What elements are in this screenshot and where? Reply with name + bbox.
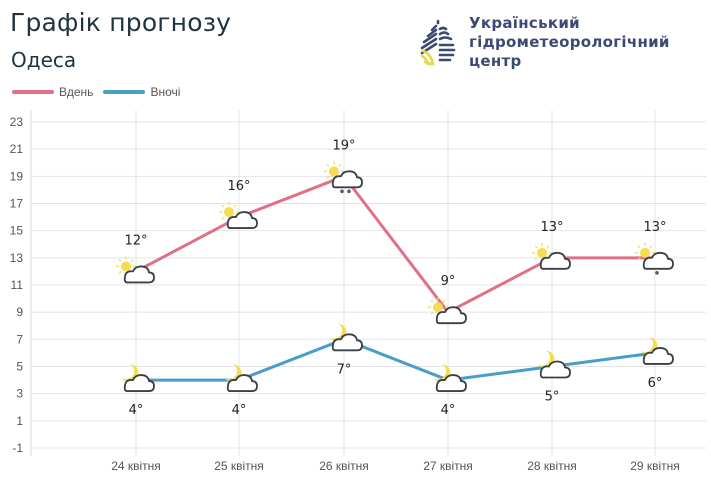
weather-icons (115, 160, 674, 392)
y-tick-label: 7 (16, 332, 23, 346)
logo-line-1: Український (469, 14, 580, 32)
x-tick-label: 24 квітня (111, 459, 161, 473)
night-swatch (103, 90, 146, 94)
x-tick-label: 28 квітня (527, 459, 577, 473)
value-labels: 12° 16° 19° 9° 13° 13° 4° 4° 7° 4° 5° 6° (124, 138, 666, 418)
night-temp-label: 4° (129, 403, 144, 418)
day-swatch (12, 90, 54, 94)
partly-cloudy-day-rain-icon (323, 160, 363, 194)
drop-logo-icon (420, 19, 456, 65)
partly-cloudy-night-icon (641, 336, 674, 365)
night-temp-label: 5° (545, 390, 560, 405)
x-tick-label: 25 квітня (214, 459, 264, 473)
day-temp-label: 13° (643, 220, 666, 235)
page-title: Графік прогнозу (10, 8, 232, 37)
y-tick-label: -1 (12, 441, 23, 455)
partly-cloudy-night-icon (122, 364, 155, 392)
x-tick-label: 27 квітня (423, 459, 473, 473)
y-tick-label: 3 (16, 387, 23, 401)
night-temp-label: 6° (648, 376, 663, 391)
partly-cloudy-day-light-rain-icon (634, 242, 674, 275)
partly-cloudy-night-icon (330, 323, 363, 352)
y-tick-label: 1 (16, 414, 23, 428)
logo-line-3: центр (469, 52, 522, 70)
y-tick-label: 5 (16, 360, 23, 374)
logo-text: Український гідрометеорологічний центр (469, 14, 670, 71)
y-tick-label: 17 (10, 197, 24, 211)
legend-item-night[interactable]: Вночі (103, 85, 180, 99)
day-temp-label: 16° (227, 179, 250, 194)
y-tick-label: 19 (10, 169, 24, 183)
y-tick-label: 11 (11, 278, 24, 292)
night-temp-label: 4° (232, 403, 247, 418)
series-lines (135, 174, 656, 382)
night-temp-label: 7° (337, 362, 352, 377)
ukrhydromet-logo: Український гідрометеорологічний центр (417, 14, 670, 71)
x-tick-label: 29 квітня (630, 459, 680, 473)
partly-cloudy-night-icon (225, 364, 258, 392)
logo-line-2: гідрометеорологічний (469, 33, 670, 51)
chart-legend: Вдень Вночі (12, 85, 190, 99)
y-tick-label: 21 (10, 142, 24, 156)
day-temp-label: 9° (441, 274, 456, 289)
night-line (136, 337, 656, 382)
x-tick-label: 26 квітня (319, 459, 369, 473)
day-temp-label: 12° (124, 233, 147, 248)
partly-cloudy-day-icon (427, 296, 467, 325)
legend-label-night: Вночі (150, 85, 181, 99)
city-name: Одеса (11, 48, 77, 72)
y-tick-label: 23 (10, 115, 24, 129)
legend-label-day: Вдень (59, 85, 94, 99)
y-tick-label: 15 (10, 224, 24, 238)
day-line (135, 174, 655, 314)
y-tick-label: 13 (10, 251, 24, 265)
partly-cloudy-day-icon (115, 255, 155, 284)
day-temp-label: 13° (540, 220, 563, 235)
x-axis: 24 квітня 25 квітня 26 квітня 27 квітня 28 к… (111, 110, 680, 473)
y-axis: 23 21 19 17 15 13 11 9 7 5 3 1 -1 (10, 110, 706, 456)
night-temp-label: 4° (441, 403, 456, 418)
legend-item-day[interactable]: Вдень (12, 85, 93, 99)
day-temp-label: 19° (332, 138, 355, 153)
y-tick-label: 9 (16, 305, 23, 319)
